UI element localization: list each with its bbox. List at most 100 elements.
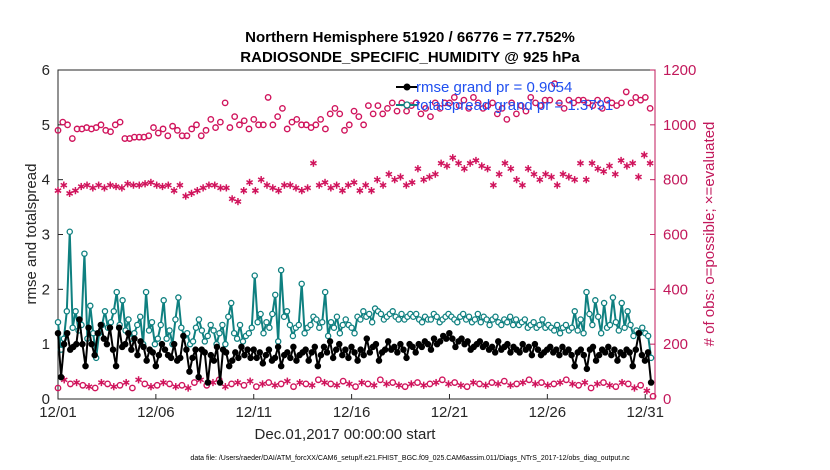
obs-possible-point xyxy=(279,104,286,112)
obs-possible-point xyxy=(250,115,258,123)
obs-possible-point xyxy=(322,125,329,133)
obs-evaluated-point xyxy=(298,187,306,195)
obs-evaluated-point-stroke xyxy=(635,174,642,180)
obs-evaluated-point xyxy=(605,162,613,170)
totalspread-point xyxy=(189,338,197,345)
obs-evaluated-point-stroke xyxy=(582,177,590,183)
obs-evaluated-low-point xyxy=(531,380,539,388)
obs-evaluated-low-point-stroke xyxy=(618,380,626,385)
obs-evaluated-point-stroke xyxy=(553,182,561,188)
totalspread-point xyxy=(592,297,599,304)
obs-possible-low-point xyxy=(252,383,260,391)
rmse-point xyxy=(482,340,490,348)
obs-possible-low-point xyxy=(116,381,124,389)
totalspread-point xyxy=(368,318,376,326)
obs-evaluated-low-point xyxy=(135,376,143,384)
y-left-tick-label: 4 xyxy=(42,172,50,189)
totalspread-point xyxy=(204,332,211,340)
obs-evaluated-point xyxy=(304,184,312,192)
obs-evaluated-point-stroke xyxy=(571,177,579,183)
obs-possible-point xyxy=(283,125,291,133)
totalspread-point xyxy=(427,316,435,323)
obs-evaluated-point-stroke xyxy=(402,182,410,188)
obs-possible-point xyxy=(637,96,644,104)
obs-evaluated-point-stroke xyxy=(629,160,637,166)
obs-possible-low-point xyxy=(426,380,434,388)
obs-possible-point xyxy=(517,102,525,110)
obs-possible-point xyxy=(116,118,124,126)
totalspread-point xyxy=(644,332,652,340)
rmse-point xyxy=(375,357,383,364)
obs-evaluated-point-stroke xyxy=(437,160,445,166)
obs-evaluated-low-point xyxy=(383,380,391,388)
totalspread-point xyxy=(330,324,338,331)
totalspread-point xyxy=(327,318,335,326)
totalspread-point xyxy=(251,272,258,279)
obs-possible-point xyxy=(369,110,377,118)
rmse-point xyxy=(170,340,178,348)
totalspread-point xyxy=(216,329,223,337)
totalspread-point xyxy=(639,324,646,331)
obs-evaluated-point xyxy=(141,180,149,188)
obs-evaluated-point xyxy=(112,182,120,191)
rmse-point xyxy=(97,321,105,329)
rmse-point xyxy=(323,349,331,356)
rmse-point xyxy=(430,335,438,342)
totalspread-point xyxy=(324,332,332,340)
totalspread-point xyxy=(63,308,71,315)
obs-evaluated-point xyxy=(234,198,242,206)
rmse-point xyxy=(320,343,328,351)
totalspread-point xyxy=(486,321,493,329)
obs-possible-point xyxy=(570,99,578,107)
obs-evaluated-point-stroke xyxy=(298,188,306,194)
totalspread-point xyxy=(272,291,279,299)
obs-evaluated-low-point-stroke xyxy=(519,380,527,385)
totalspread-point xyxy=(313,316,320,323)
obs-possible-low-point xyxy=(649,392,657,400)
obs-possible-low-point xyxy=(302,380,310,388)
obs-evaluated-point-stroke xyxy=(333,182,341,188)
totalspread-point xyxy=(119,297,126,304)
obs-evaluated-point xyxy=(455,159,463,167)
y-left-tick-label: 3 xyxy=(42,227,50,244)
obs-possible-low-point xyxy=(376,376,384,384)
rmse-point xyxy=(88,340,95,348)
obs-possible-point xyxy=(97,121,105,129)
totalspread-point xyxy=(418,318,426,326)
rmse-point xyxy=(222,349,230,356)
x-tick-label: 12/01 xyxy=(39,404,77,421)
obs-evaluated-point-stroke xyxy=(77,184,85,189)
y-right-tick-label: 1000 xyxy=(663,117,696,134)
y-axis-label-left: rmse and totalspread xyxy=(23,164,40,305)
obs-evaluated-low-point xyxy=(321,378,329,387)
totalspread-point xyxy=(222,340,229,348)
obs-possible-point xyxy=(341,126,348,134)
y-left-tick-label: 6 xyxy=(42,62,50,79)
totalspread-point xyxy=(395,316,402,323)
legend-totalspread-label: totalspread grand pr = 1.3791 xyxy=(416,97,613,114)
rmse-point xyxy=(339,351,346,359)
obs-evaluated-point-stroke xyxy=(153,182,161,188)
obs-evaluated-low-point xyxy=(209,378,217,387)
totalspread-point xyxy=(498,321,505,329)
y-right-tick-label: 1200 xyxy=(663,62,696,79)
obs-possible-point xyxy=(388,99,396,107)
totalspread-point xyxy=(589,321,596,329)
obs-evaluated-low-point-stroke xyxy=(246,378,254,384)
rmse-point xyxy=(391,343,398,351)
totalspread-point xyxy=(556,329,564,337)
obs-possible-point xyxy=(216,118,224,126)
obs-possible-low-point xyxy=(327,380,335,388)
obs-possible-low-point xyxy=(364,380,372,388)
rmse-point xyxy=(326,338,334,345)
rmse-point xyxy=(647,379,655,386)
rmse-point xyxy=(204,379,212,386)
obs-evaluated-point xyxy=(263,181,271,189)
obs-evaluated-point-stroke xyxy=(484,166,492,172)
rmse-point xyxy=(491,349,499,356)
obs-possible-point xyxy=(154,129,162,137)
obs-possible-low-point xyxy=(54,384,62,392)
obs-evaluated-point xyxy=(205,181,213,189)
rmse-point xyxy=(207,351,215,359)
y-right-tick-label: 400 xyxy=(663,281,688,298)
